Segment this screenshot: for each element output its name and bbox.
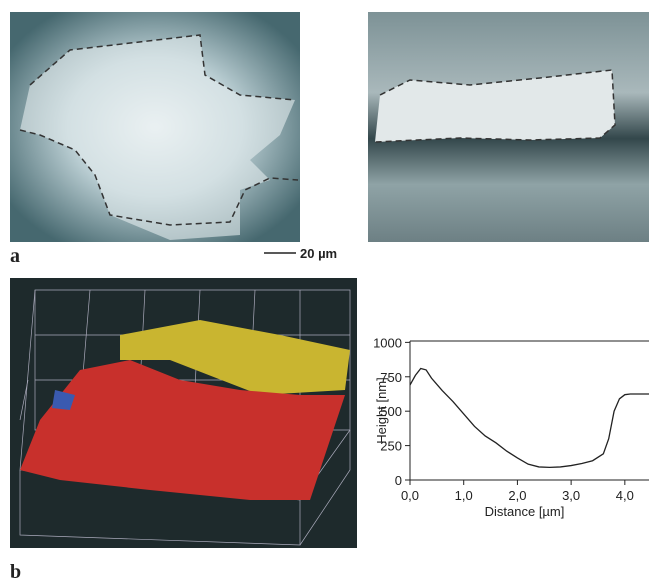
x-tick-label: 1,0 xyxy=(455,488,473,503)
panel-label: a xyxy=(10,245,20,267)
figure: a 20 µm b 025050075010000,01,02,03,04,0D… xyxy=(0,0,649,579)
micrograph-a xyxy=(10,12,300,242)
x-tick-label: 2,0 xyxy=(508,488,526,503)
y-tick-label: 0 xyxy=(395,473,402,488)
x-axis-label: Distance [µm] xyxy=(485,504,565,519)
panel-label: b xyxy=(10,561,21,579)
x-tick-label: 3,0 xyxy=(562,488,580,503)
surface-render xyxy=(10,278,357,548)
y-tick-label: 1000 xyxy=(373,335,402,350)
micrograph-b xyxy=(368,12,649,242)
x-tick-label: 0,0 xyxy=(401,488,419,503)
x-tick-label: 4,0 xyxy=(616,488,634,503)
scale-bar-label: 20 µm xyxy=(300,246,337,261)
profile-line xyxy=(410,369,649,468)
plot-frame xyxy=(410,341,649,480)
y-axis-label: Height [nm] xyxy=(374,377,389,443)
